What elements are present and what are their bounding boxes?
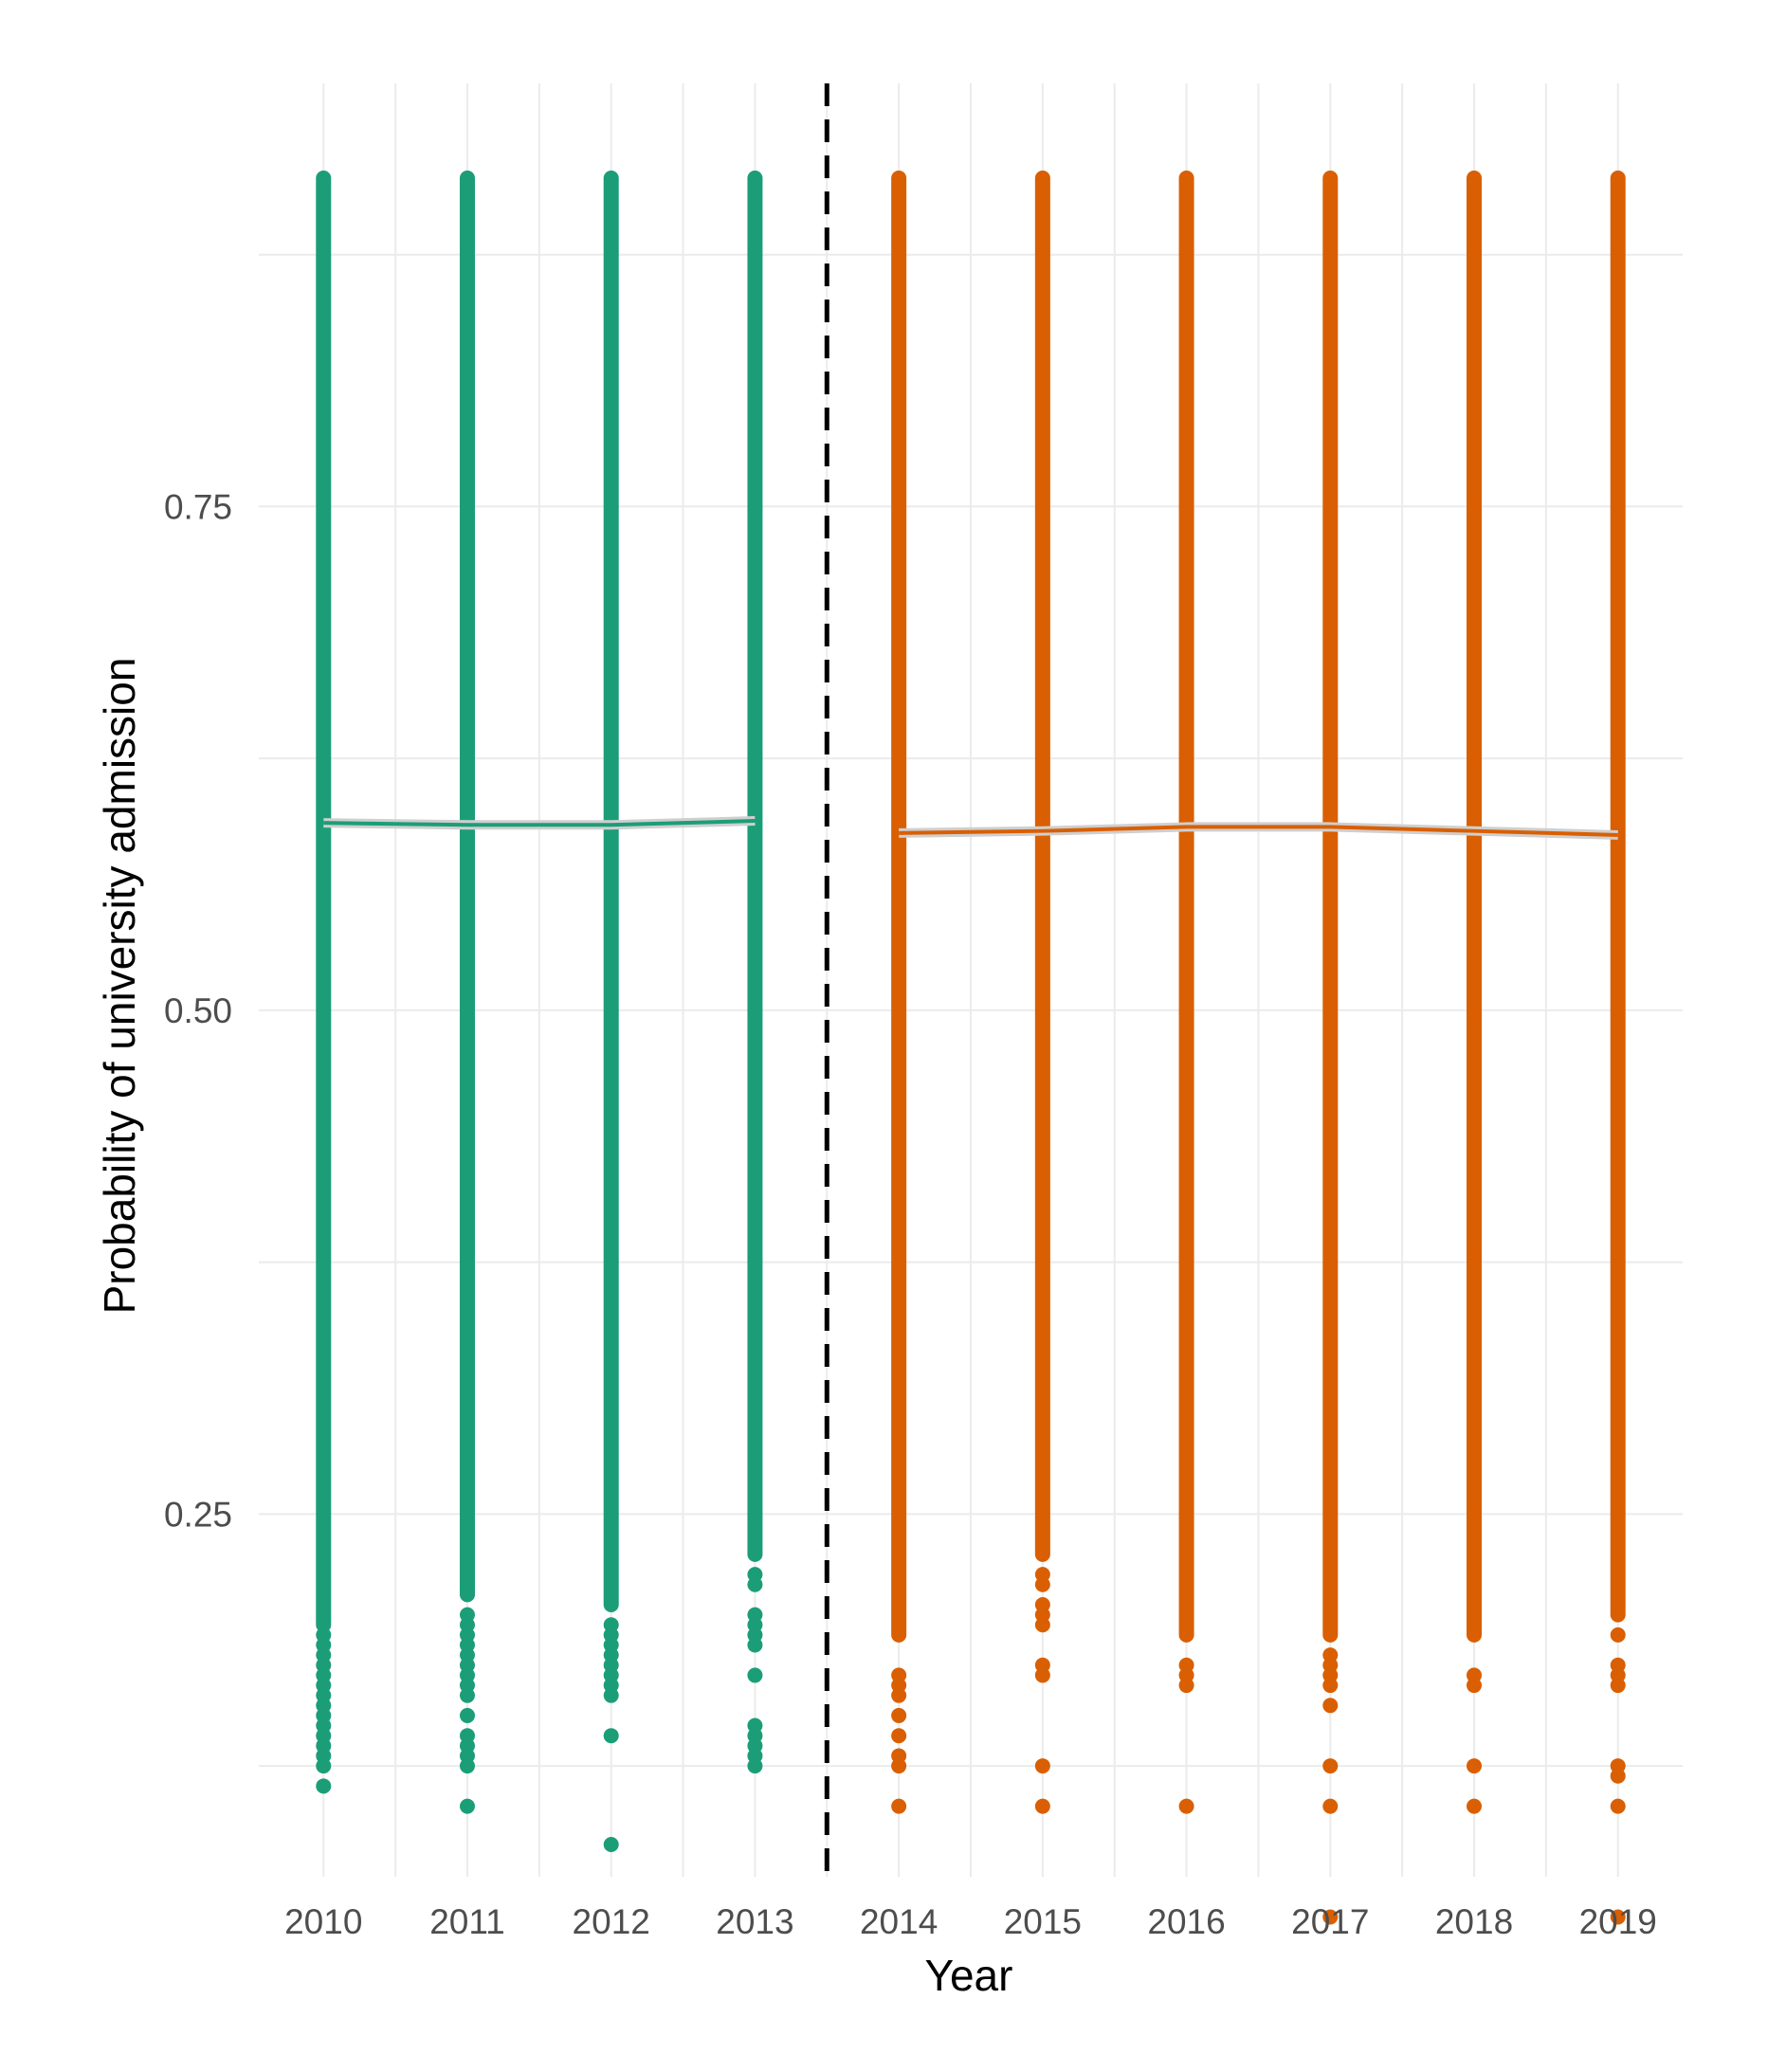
data-point	[1610, 1909, 1626, 1925]
data-point	[747, 1758, 763, 1774]
x-axis-ticks: 2010 2011 2012 2013 2014 2015 2016 2017 2018 2019	[284, 1902, 1657, 1941]
data-point	[747, 1667, 763, 1683]
x-tick-label: 2015	[1004, 1902, 1082, 1941]
data-point	[1034, 1667, 1050, 1683]
data-point	[603, 1836, 619, 1852]
data-point	[891, 1798, 907, 1814]
x-tick-label: 2014	[860, 1902, 938, 1941]
data-point	[747, 1576, 763, 1592]
point-column	[1322, 170, 1339, 1643]
data-point	[891, 1687, 907, 1703]
x-axis-title: Year	[925, 1951, 1013, 2000]
data-point	[891, 1758, 907, 1774]
data-point	[603, 1728, 619, 1744]
data-point	[1034, 1617, 1050, 1633]
point-column	[1178, 170, 1194, 1643]
data-point	[1322, 1909, 1339, 1925]
data-point	[1467, 1758, 1483, 1774]
data-point	[1034, 1576, 1050, 1592]
trend-layer	[323, 816, 1618, 840]
data-point	[1034, 1798, 1050, 1814]
x-tick-label: 2018	[1435, 1902, 1513, 1941]
point-column	[316, 170, 332, 1633]
trend-line-1	[899, 825, 1618, 837]
x-tick-label: 2016	[1147, 1902, 1225, 1941]
series-layer	[316, 170, 1626, 1925]
x-tick-label: 2013	[716, 1902, 793, 1941]
x-tick-label: 2017	[1291, 1902, 1369, 1941]
point-column	[1034, 170, 1050, 1562]
point-column	[891, 170, 907, 1643]
data-point	[1467, 1798, 1483, 1814]
data-point	[747, 1637, 763, 1653]
data-point	[1322, 1798, 1339, 1814]
x-tick-label: 2012	[573, 1902, 650, 1941]
trend-line-0	[323, 819, 756, 827]
point-column	[1467, 170, 1483, 1643]
point-column	[459, 170, 475, 1603]
y-tick-label: 0.75	[164, 487, 232, 526]
data-point	[316, 1758, 332, 1774]
data-point	[459, 1687, 475, 1703]
data-point	[891, 1707, 907, 1723]
data-point	[1034, 1758, 1050, 1774]
data-point	[603, 1687, 619, 1703]
y-axis-title: Probability of university admission	[95, 658, 144, 1315]
point-column	[1610, 170, 1626, 1623]
data-point	[1322, 1678, 1339, 1694]
x-tick-label: 2011	[429, 1902, 505, 1941]
data-point	[1178, 1798, 1194, 1814]
y-tick-label: 0.25	[164, 1495, 232, 1534]
y-axis-ticks: 0.25 0.50 0.75	[164, 487, 232, 1534]
data-point	[1467, 1678, 1483, 1694]
data-point	[891, 1728, 907, 1744]
data-point	[1610, 1768, 1626, 1784]
data-point	[1322, 1758, 1339, 1774]
data-point	[459, 1798, 475, 1814]
series-1	[891, 170, 1626, 1925]
data-point	[1610, 1798, 1626, 1814]
x-tick-label: 2019	[1579, 1902, 1657, 1941]
data-point	[1610, 1678, 1626, 1694]
data-point	[1322, 1698, 1339, 1714]
point-column	[747, 170, 763, 1562]
point-column	[603, 170, 619, 1613]
data-point	[459, 1758, 475, 1774]
data-point	[1610, 1627, 1626, 1643]
data-point	[1178, 1678, 1194, 1694]
series-0	[316, 170, 763, 1852]
data-point	[459, 1707, 475, 1723]
y-tick-label: 0.50	[164, 991, 232, 1030]
x-tick-label: 2010	[284, 1902, 362, 1941]
data-point	[316, 1778, 332, 1794]
